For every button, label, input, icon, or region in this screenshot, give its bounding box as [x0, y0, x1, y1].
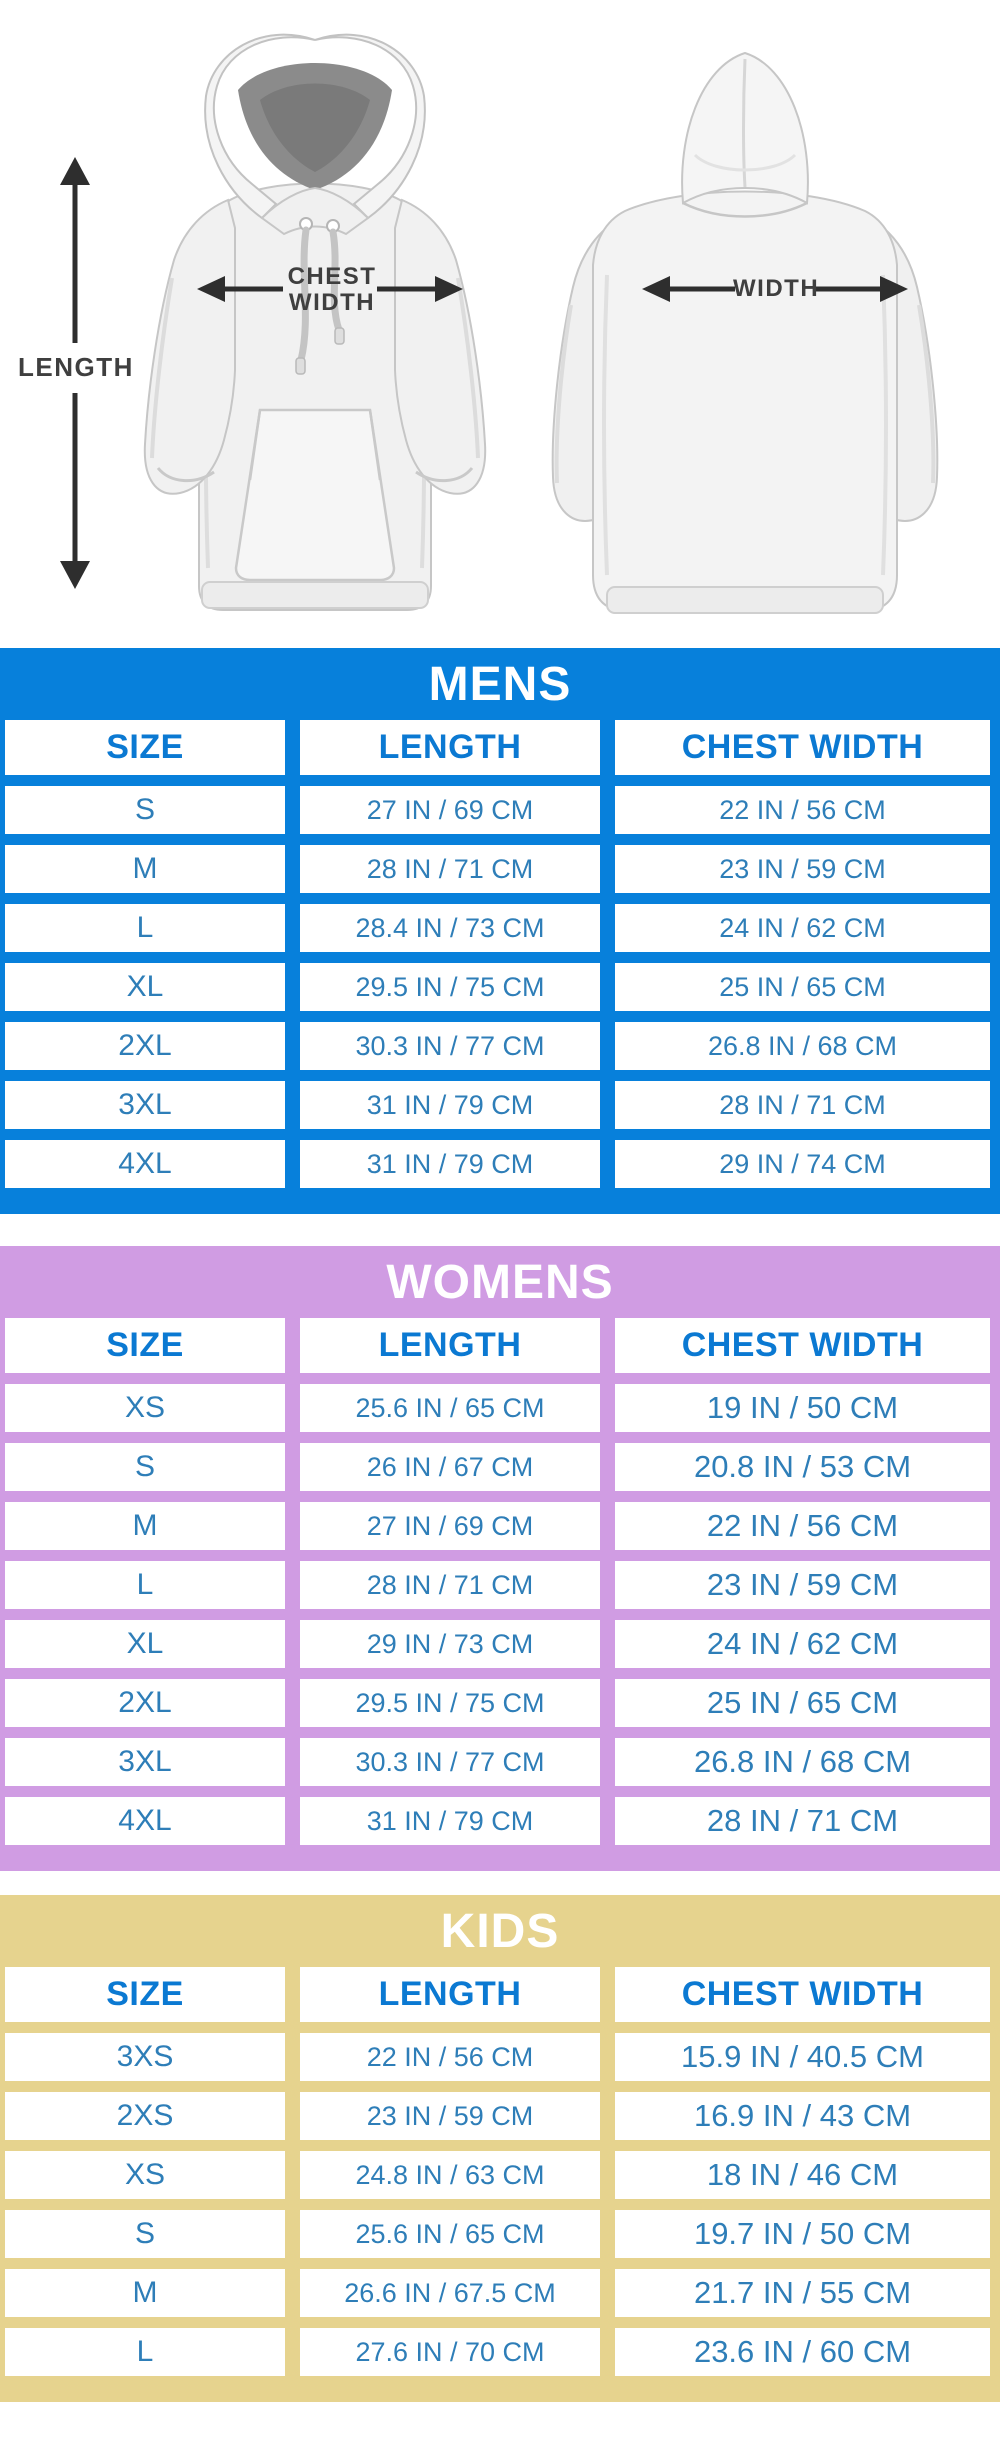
cell-size: S: [5, 2210, 285, 2258]
cell-size: S: [5, 786, 285, 834]
length-label: LENGTH: [18, 352, 134, 382]
cell-chest: 18 IN / 46 CM: [615, 2151, 990, 2199]
cell-chest: 22 IN / 56 CM: [615, 786, 990, 834]
cell-length: 29.5 IN / 75 CM: [300, 1679, 600, 1727]
column-header-length: LENGTH: [300, 1318, 600, 1373]
cell-size: L: [5, 904, 285, 952]
cell-length: 24.8 IN / 63 CM: [300, 2151, 600, 2199]
cell-size: 4XL: [5, 1140, 285, 1188]
cell-chest: 25 IN / 65 CM: [615, 963, 990, 1011]
size-table-womens: WOMENS SIZE LENGTH CHEST WIDTH XS 25.6 IN / …: [0, 1246, 1000, 1871]
cell-chest: 15.9 IN / 40.5 CM: [615, 2033, 990, 2081]
back-width-arrow: [642, 276, 908, 302]
cell-size: XL: [5, 963, 285, 1011]
cell-chest: 28 IN / 71 CM: [615, 1797, 990, 1845]
cell-size: 2XS: [5, 2092, 285, 2140]
cell-length: 31 IN / 79 CM: [300, 1081, 600, 1129]
column-header-size: SIZE: [5, 1318, 285, 1373]
cell-size: M: [5, 2269, 285, 2317]
table-title: WOMENS: [386, 1255, 614, 1309]
chest-width-arrow: [197, 276, 463, 302]
cell-length: 26 IN / 67 CM: [300, 1443, 600, 1491]
column-header-length: LENGTH: [300, 1967, 600, 2022]
cell-size: M: [5, 845, 285, 893]
table-grid: SIZE LENGTH CHEST WIDTH S 27 IN / 69 CM 22 IN…: [0, 720, 1000, 1214]
chest-width-label: CHEST WIDTH: [280, 264, 384, 316]
cell-length: 28 IN / 71 CM: [300, 1561, 600, 1609]
cell-length: 29 IN / 73 CM: [300, 1620, 600, 1668]
cell-size: M: [5, 1502, 285, 1550]
cell-chest: 16.9 IN / 43 CM: [615, 2092, 990, 2140]
column-header-size: SIZE: [5, 720, 285, 775]
cell-size: 3XS: [5, 2033, 285, 2081]
column-header-size: SIZE: [5, 1967, 285, 2022]
cell-chest: 29 IN / 74 CM: [615, 1140, 990, 1188]
cell-size: XS: [5, 1384, 285, 1432]
cell-length: 25.6 IN / 65 CM: [300, 2210, 600, 2258]
cell-length: 26.6 IN / 67.5 CM: [300, 2269, 600, 2317]
cell-length: 29.5 IN / 75 CM: [300, 963, 600, 1011]
length-arrow: [60, 157, 90, 589]
cell-size: L: [5, 2328, 285, 2376]
cell-length: 28 IN / 71 CM: [300, 845, 600, 893]
hoodie-front-image: [143, 33, 487, 611]
cell-chest: 20.8 IN / 53 CM: [615, 1443, 990, 1491]
column-header-chest: CHEST WIDTH: [615, 1967, 990, 2022]
cell-length: 27 IN / 69 CM: [300, 786, 600, 834]
table-grid: SIZE LENGTH CHEST WIDTH 3XS 22 IN / 56 CM 15.…: [0, 1967, 1000, 2402]
cell-size: L: [5, 1561, 285, 1609]
hoodie-measurement-diagram: LENGTH CHEST WIDTH WIDTH: [0, 0, 1000, 648]
cell-chest: 25 IN / 65 CM: [615, 1679, 990, 1727]
cell-size: 2XL: [5, 1022, 285, 1070]
cell-length: 27 IN / 69 CM: [300, 1502, 600, 1550]
hoodie-back-image: [551, 51, 939, 614]
cell-length: 22 IN / 56 CM: [300, 2033, 600, 2081]
cell-length: 30.3 IN / 77 CM: [300, 1022, 600, 1070]
cell-chest: 23 IN / 59 CM: [615, 845, 990, 893]
table-grid: SIZE LENGTH CHEST WIDTH XS 25.6 IN / 65 CM 19…: [0, 1318, 1000, 1871]
cell-size: XL: [5, 1620, 285, 1668]
cell-chest: 26.8 IN / 68 CM: [615, 1022, 990, 1070]
cell-size: 4XL: [5, 1797, 285, 1845]
cell-chest: 23 IN / 59 CM: [615, 1561, 990, 1609]
size-tables: MENS SIZE LENGTH CHEST WIDTH S 27 IN / 69 CM…: [0, 648, 1000, 2402]
size-table-kids: KIDS SIZE LENGTH CHEST WIDTH 3XS 22 IN / 56 …: [0, 1895, 1000, 2402]
column-header-chest: CHEST WIDTH: [615, 720, 990, 775]
chest-width-label-line2: WIDTH: [288, 289, 376, 316]
back-width-label: WIDTH: [733, 275, 820, 302]
cell-chest: 19.7 IN / 50 CM: [615, 2210, 990, 2258]
chest-width-label-line1: CHEST: [287, 263, 377, 290]
cell-size: XS: [5, 2151, 285, 2199]
cell-size: 2XL: [5, 1679, 285, 1727]
cell-length: 27.6 IN / 70 CM: [300, 2328, 600, 2376]
cell-size: 3XL: [5, 1081, 285, 1129]
column-header-length: LENGTH: [300, 720, 600, 775]
column-header-chest: CHEST WIDTH: [615, 1318, 990, 1373]
cell-chest: 26.8 IN / 68 CM: [615, 1738, 990, 1786]
table-title: KIDS: [440, 1904, 560, 1958]
cell-length: 25.6 IN / 65 CM: [300, 1384, 600, 1432]
cell-chest: 22 IN / 56 CM: [615, 1502, 990, 1550]
cell-length: 31 IN / 79 CM: [300, 1797, 600, 1845]
cell-chest: 23.6 IN / 60 CM: [615, 2328, 990, 2376]
cell-chest: 28 IN / 71 CM: [615, 1081, 990, 1129]
cell-length: 30.3 IN / 77 CM: [300, 1738, 600, 1786]
cell-chest: 19 IN / 50 CM: [615, 1384, 990, 1432]
table-title: MENS: [428, 657, 572, 711]
cell-length: 23 IN / 59 CM: [300, 2092, 600, 2140]
cell-chest: 24 IN / 62 CM: [615, 904, 990, 952]
cell-length: 31 IN / 79 CM: [300, 1140, 600, 1188]
cell-size: 3XL: [5, 1738, 285, 1786]
cell-size: S: [5, 1443, 285, 1491]
cell-chest: 21.7 IN / 55 CM: [615, 2269, 990, 2317]
cell-length: 28.4 IN / 73 CM: [300, 904, 600, 952]
size-table-mens: MENS SIZE LENGTH CHEST WIDTH S 27 IN / 69 CM…: [0, 648, 1000, 1214]
cell-chest: 24 IN / 62 CM: [615, 1620, 990, 1668]
